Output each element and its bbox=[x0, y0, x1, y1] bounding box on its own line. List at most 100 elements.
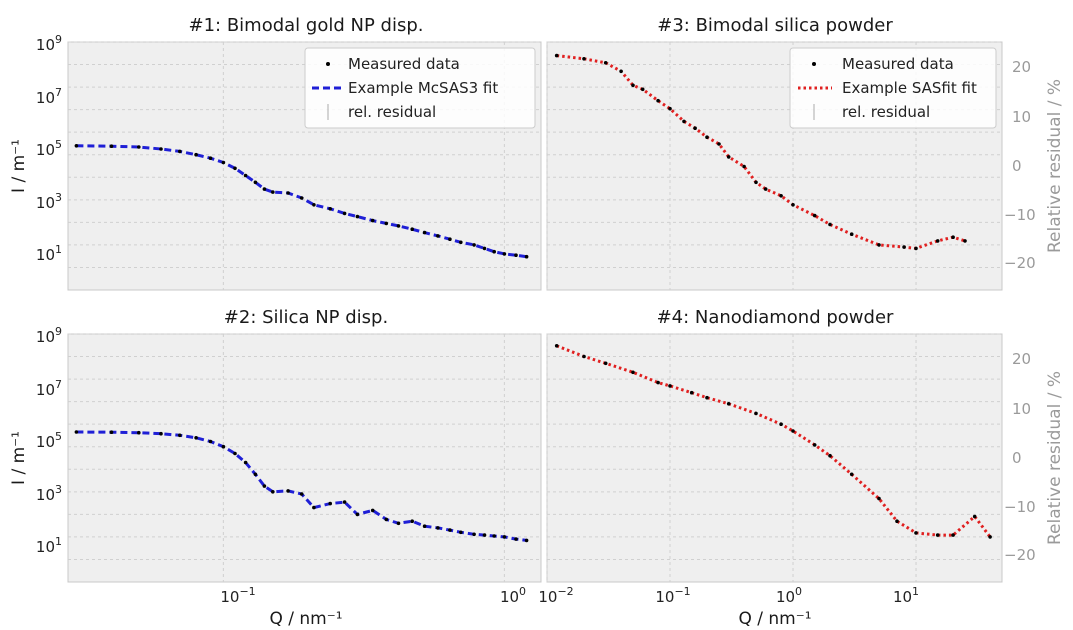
fit-curve-panel-4 bbox=[556, 344, 992, 538]
measured-point bbox=[693, 126, 697, 130]
res-tick-bot-10: 10 bbox=[1012, 400, 1031, 418]
measured-point bbox=[492, 534, 497, 538]
measured-point bbox=[233, 451, 237, 456]
y-axis-label-top: I / m⁻¹ bbox=[9, 139, 29, 193]
legend-panel-3: Measured data Example SASfit fit rel. re… bbox=[789, 47, 997, 129]
measured-point bbox=[355, 214, 360, 219]
measured-point bbox=[384, 221, 389, 226]
measured-point bbox=[754, 180, 758, 185]
measured-point bbox=[286, 489, 290, 493]
x-axis-label-right: Q / nm⁻¹ bbox=[738, 609, 811, 629]
measured-point bbox=[355, 512, 360, 517]
measured-point bbox=[502, 252, 507, 256]
measured-point bbox=[410, 227, 415, 231]
measured-point bbox=[299, 196, 304, 200]
measured-point bbox=[554, 344, 559, 348]
y-tick-bot-1e7: 107 bbox=[36, 378, 62, 399]
measured-point bbox=[951, 235, 955, 239]
legend-1-measured-label: Measured data bbox=[348, 55, 460, 73]
measured-point bbox=[74, 144, 79, 148]
measured-point bbox=[137, 430, 141, 435]
legend-panel-1: Measured data Example McSAS3 fit rel. re… bbox=[304, 47, 536, 129]
x-tick-labels-left: 10−1 100 bbox=[220, 585, 526, 606]
measured-point bbox=[342, 211, 347, 216]
measured-point bbox=[271, 490, 275, 494]
res-tick-top-m20: −20 bbox=[1004, 254, 1036, 272]
x-tick-right-1e0: 100 bbox=[776, 585, 802, 606]
measured-point bbox=[754, 411, 758, 416]
measured-point bbox=[299, 492, 304, 496]
measured-point bbox=[742, 164, 746, 169]
measured-point bbox=[582, 57, 586, 61]
measured-point bbox=[877, 496, 881, 501]
y-tick-top-1e7: 107 bbox=[36, 86, 62, 107]
panel-1-title: #1: Bimodal gold NP disp. bbox=[189, 15, 424, 36]
measured-point bbox=[640, 87, 645, 92]
res-tick-top-0: 0 bbox=[1012, 157, 1022, 175]
measured-point bbox=[328, 501, 333, 506]
measured-point bbox=[243, 173, 248, 178]
fit-curve-panel-2 bbox=[556, 54, 966, 250]
legend-1-residual-label: rel. residual bbox=[348, 103, 436, 121]
measured-point bbox=[812, 213, 817, 218]
measured-point bbox=[524, 254, 529, 259]
measured-point bbox=[448, 237, 452, 241]
y-tick-top-1e3: 103 bbox=[36, 191, 62, 212]
measured-point bbox=[74, 430, 79, 434]
measured-point bbox=[159, 431, 163, 436]
y-tick-bot-1e9: 109 bbox=[36, 325, 62, 346]
y-tick-bot-1e5: 105 bbox=[36, 430, 62, 451]
panel-4-title: #4: Nanodiamond powder bbox=[657, 307, 894, 328]
res-tick-bot-m20: −20 bbox=[1004, 546, 1036, 564]
measured-point bbox=[482, 246, 487, 251]
measured-point bbox=[312, 203, 316, 207]
measured-point bbox=[524, 538, 529, 543]
x-tick-right-1e-1: 10−1 bbox=[655, 585, 690, 606]
measured-point bbox=[328, 207, 333, 211]
measured-point bbox=[935, 533, 940, 537]
measured-point bbox=[779, 422, 783, 427]
legend-1-box bbox=[304, 47, 536, 129]
measured-point bbox=[178, 433, 182, 438]
measured-point bbox=[286, 191, 290, 195]
residual-axis-label-top: Relative residual / % bbox=[1045, 79, 1065, 253]
measured-point bbox=[828, 453, 832, 458]
measured-point bbox=[253, 180, 258, 185]
measured-point bbox=[631, 370, 635, 375]
x-tick-left-1e-1: 10−1 bbox=[220, 585, 255, 606]
measured-point bbox=[849, 472, 854, 477]
measured-point bbox=[812, 443, 817, 447]
measured-point bbox=[619, 69, 623, 74]
measured-point bbox=[436, 526, 440, 530]
legend-3-box bbox=[789, 47, 997, 129]
measured-point bbox=[221, 160, 226, 165]
measured-point bbox=[384, 517, 389, 522]
measured-point bbox=[514, 253, 518, 257]
x-tick-left-1e0: 100 bbox=[500, 585, 526, 606]
legend-3-measured-label: Measured data bbox=[842, 55, 954, 73]
measured-point bbox=[668, 106, 672, 111]
measured-point bbox=[963, 239, 967, 243]
measured-point bbox=[178, 149, 182, 154]
measured-point bbox=[914, 246, 918, 251]
measured-point bbox=[849, 232, 854, 236]
y-tick-bot-1e1: 101 bbox=[36, 535, 62, 556]
measured-point bbox=[459, 530, 463, 535]
measured-point bbox=[243, 460, 248, 465]
measured-point bbox=[422, 524, 427, 528]
measured-point bbox=[262, 484, 267, 488]
measured-point bbox=[689, 390, 694, 395]
legend-1-fit-label: Example McSAS3 fit bbox=[348, 79, 498, 97]
measured-point bbox=[271, 190, 275, 194]
res-tick-top-20: 20 bbox=[1012, 58, 1031, 76]
measured-point bbox=[221, 444, 226, 449]
residual-axis-label-bottom: Relative residual / % bbox=[1045, 371, 1065, 545]
measured-point bbox=[194, 436, 198, 440]
measured-point bbox=[482, 533, 487, 537]
legend-3-residual-label: rel. residual bbox=[842, 103, 930, 121]
res-tick-top-m10: −10 bbox=[1004, 206, 1036, 224]
measured-point bbox=[342, 500, 347, 504]
panel-2-plot-area bbox=[67, 333, 542, 583]
measured-point bbox=[514, 537, 518, 541]
